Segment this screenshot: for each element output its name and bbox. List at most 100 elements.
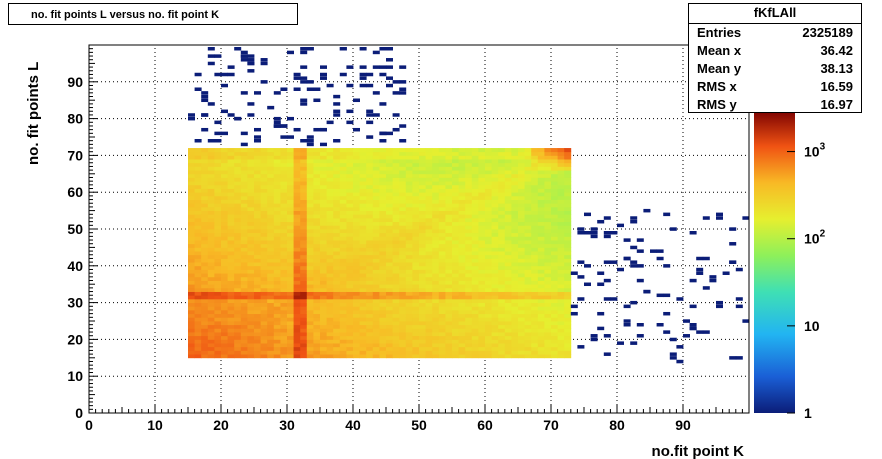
heatmap-cell <box>471 306 479 311</box>
heatmap-cell <box>478 192 486 197</box>
heatmap-cell <box>372 91 380 95</box>
heatmap-cell <box>273 265 281 270</box>
heatmap-cell <box>326 195 334 200</box>
heatmap-cell <box>227 155 235 160</box>
heatmap-cell <box>366 254 374 259</box>
heatmap-cell <box>300 192 308 197</box>
heatmap-cell <box>306 214 314 219</box>
heatmap-cell <box>465 240 473 245</box>
heatmap-cell <box>478 170 486 175</box>
heatmap-cell <box>293 302 301 307</box>
heatmap-cell <box>425 328 433 333</box>
heatmap-cell <box>425 302 433 307</box>
heatmap-cell <box>313 317 321 322</box>
heatmap-cell <box>214 170 222 175</box>
heatmap-cell <box>359 199 367 204</box>
heatmap-cell <box>531 295 539 300</box>
heatmap-cell <box>584 264 591 268</box>
heatmap-cell <box>313 177 321 182</box>
heatmap-cell <box>412 162 420 167</box>
heatmap-cell <box>247 280 255 285</box>
heatmap-cell <box>557 155 565 160</box>
heatmap-cell <box>326 166 334 171</box>
heatmap-cell <box>445 240 453 245</box>
heatmap-cell <box>636 323 644 327</box>
heatmap-cell <box>597 282 605 287</box>
heatmap-cell <box>280 284 288 289</box>
heatmap-cell <box>267 265 275 270</box>
heatmap-cell <box>511 192 519 197</box>
palette-tick-label: 103 <box>804 142 826 160</box>
heatmap-cell <box>247 177 255 182</box>
heatmap-cell <box>366 113 374 117</box>
heatmap-cell <box>504 148 512 153</box>
heatmap-cell <box>412 324 420 329</box>
heatmap-cell <box>537 251 545 256</box>
heatmap-cell <box>372 195 380 200</box>
heatmap-cell <box>386 309 393 315</box>
heatmap-cell <box>267 181 275 186</box>
heatmap-cell <box>491 184 499 189</box>
heatmap-cell <box>346 65 354 69</box>
heatmap-cell <box>267 328 275 333</box>
heatmap-cell <box>300 47 308 51</box>
heatmap-cell <box>333 195 341 200</box>
heatmap-cell <box>504 192 512 197</box>
heatmap-cell <box>326 148 334 153</box>
heatmap-cell <box>234 243 242 248</box>
heatmap-cell <box>366 217 374 223</box>
heatmap-cell <box>313 206 321 211</box>
heatmap-cell <box>485 184 492 189</box>
heatmap-cell <box>247 262 255 267</box>
heatmap-cell <box>326 188 334 193</box>
heatmap-cell <box>214 232 222 237</box>
heatmap-cell <box>471 254 479 259</box>
heatmap-cell <box>366 240 374 245</box>
heatmap-cell <box>531 350 539 355</box>
heatmap-cell <box>511 265 519 270</box>
heatmap-cell <box>207 321 215 326</box>
heatmap-cell <box>214 332 222 337</box>
heatmap-cell <box>564 287 572 292</box>
heatmap-cell <box>214 155 222 160</box>
heatmap-cell <box>273 229 281 234</box>
heatmap-cell <box>445 243 453 248</box>
heatmap-cell <box>287 166 294 171</box>
heatmap-cell <box>201 236 209 241</box>
heatmap-cell <box>485 214 492 219</box>
heatmap-cell <box>485 273 492 278</box>
heatmap-cell <box>557 162 565 167</box>
heatmap-cell <box>544 151 552 156</box>
heatmap-cell <box>359 306 367 311</box>
heatmap-cell <box>320 287 327 292</box>
heatmap-cell <box>267 225 275 230</box>
heatmap-cell <box>267 309 275 315</box>
heatmap-cell <box>498 229 506 234</box>
heatmap-cell <box>392 159 400 164</box>
heatmap-cell <box>260 173 268 178</box>
heatmap-cell <box>260 284 268 289</box>
heatmap-cell <box>557 350 565 355</box>
heatmap-cell <box>478 162 486 167</box>
heatmap-cell <box>425 210 433 215</box>
heatmap-cell <box>240 350 248 355</box>
heatmap-cell <box>313 269 321 274</box>
heatmap-cell <box>735 304 743 309</box>
heatmap-cell <box>445 298 453 303</box>
heatmap-cell <box>458 195 466 200</box>
heatmap-cell <box>221 162 228 167</box>
heatmap-cell <box>194 203 202 208</box>
heatmap-cell <box>234 258 242 263</box>
heatmap-cell <box>544 166 552 171</box>
heatmap-cell <box>326 309 334 315</box>
heatmap-cell <box>359 280 367 285</box>
heatmap-cell <box>207 229 215 234</box>
heatmap-cell <box>465 232 473 237</box>
heatmap-cell <box>425 287 433 292</box>
heatmap-cell <box>267 206 275 211</box>
heatmap-cell <box>471 206 479 211</box>
heatmap-cell <box>452 302 459 307</box>
heatmap-cell <box>267 287 275 292</box>
heatmap-cell <box>227 269 235 274</box>
heatmap-cell <box>260 148 268 153</box>
